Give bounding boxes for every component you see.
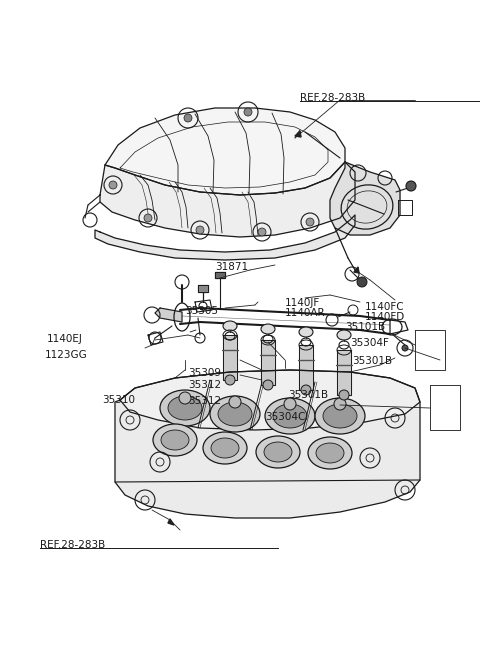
Ellipse shape (299, 327, 313, 337)
Text: REF.28-283B: REF.28-283B (40, 540, 105, 550)
Circle shape (284, 398, 296, 410)
Text: 1123GG: 1123GG (45, 350, 88, 360)
Ellipse shape (315, 398, 365, 434)
Polygon shape (354, 267, 359, 273)
Circle shape (406, 181, 416, 191)
Polygon shape (198, 285, 208, 292)
Ellipse shape (261, 324, 275, 334)
Circle shape (258, 228, 266, 236)
Text: 35301B: 35301B (288, 390, 328, 400)
Polygon shape (223, 335, 237, 380)
Text: 35312: 35312 (188, 396, 221, 406)
Text: 35312: 35312 (188, 380, 221, 390)
Ellipse shape (264, 442, 292, 462)
Text: 35309: 35309 (188, 368, 221, 378)
Circle shape (229, 396, 241, 408)
Ellipse shape (160, 390, 210, 426)
Text: 35304C: 35304C (265, 412, 305, 422)
Polygon shape (100, 162, 355, 237)
Ellipse shape (337, 330, 351, 340)
Ellipse shape (273, 404, 307, 428)
Circle shape (263, 380, 273, 390)
Text: 35310: 35310 (102, 395, 135, 405)
Circle shape (357, 277, 367, 287)
Polygon shape (120, 370, 420, 430)
Polygon shape (168, 519, 174, 525)
Circle shape (244, 108, 252, 116)
Ellipse shape (323, 404, 357, 428)
Ellipse shape (153, 424, 197, 456)
Ellipse shape (211, 438, 239, 458)
Text: 35304F: 35304F (350, 338, 389, 348)
Circle shape (144, 214, 152, 222)
Text: 35305: 35305 (185, 306, 218, 316)
Polygon shape (261, 340, 275, 385)
Polygon shape (155, 308, 182, 322)
Polygon shape (95, 215, 355, 260)
Polygon shape (330, 162, 400, 235)
Ellipse shape (203, 432, 247, 464)
Circle shape (301, 385, 311, 395)
Circle shape (179, 392, 191, 404)
Ellipse shape (218, 402, 252, 426)
Text: 1140FC: 1140FC (365, 302, 405, 312)
Text: 1140AR: 1140AR (285, 308, 325, 318)
Text: 35101B: 35101B (345, 322, 385, 332)
Polygon shape (337, 350, 351, 395)
Ellipse shape (210, 396, 260, 432)
Polygon shape (115, 370, 420, 518)
Ellipse shape (265, 398, 315, 434)
Circle shape (109, 181, 117, 189)
Circle shape (402, 345, 408, 351)
Ellipse shape (308, 437, 352, 469)
Circle shape (184, 114, 192, 122)
Polygon shape (299, 345, 313, 390)
Circle shape (196, 226, 204, 234)
Ellipse shape (316, 443, 344, 463)
Polygon shape (295, 131, 301, 137)
Text: 31871: 31871 (215, 262, 248, 272)
Circle shape (339, 390, 349, 400)
Polygon shape (215, 272, 225, 278)
Polygon shape (105, 108, 345, 195)
Ellipse shape (168, 396, 202, 420)
Text: 35301B: 35301B (352, 356, 392, 366)
Ellipse shape (256, 436, 300, 468)
Text: 1140FD: 1140FD (365, 312, 405, 322)
Circle shape (334, 398, 346, 410)
Text: REF.28-283B: REF.28-283B (300, 93, 365, 103)
Ellipse shape (161, 430, 189, 450)
Ellipse shape (223, 321, 237, 331)
Text: 1140JF: 1140JF (285, 298, 320, 308)
Circle shape (225, 375, 235, 385)
Text: 1140EJ: 1140EJ (47, 334, 83, 344)
Circle shape (306, 218, 314, 226)
